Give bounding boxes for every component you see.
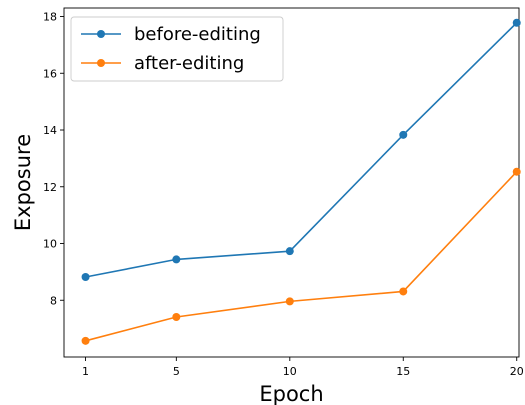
- data-point-before-editing-20: [512, 18, 521, 27]
- y-tick-label-18: 18: [43, 11, 57, 24]
- x-tick-label-1: 1: [82, 365, 89, 378]
- y-tick-label-14: 14: [43, 124, 57, 137]
- legend-label-before-editing: before-editing: [134, 24, 261, 45]
- data-point-before-editing-5: [172, 255, 181, 264]
- y-tick-label-16: 16: [43, 67, 57, 80]
- y-tick-label-10: 10: [43, 238, 57, 251]
- legend-marker-before-editing: [97, 30, 105, 38]
- legend: before-editing after-editing: [70, 16, 284, 82]
- data-point-before-editing-10: [285, 247, 294, 256]
- legend-box: [70, 16, 284, 82]
- x-tick-label-5: 5: [173, 365, 180, 378]
- data-point-before-editing-15: [399, 130, 408, 139]
- data-point-after-editing-15: [399, 287, 408, 296]
- x-tick-label-10: 10: [283, 365, 297, 378]
- data-point-after-editing-20: [512, 167, 521, 176]
- legend-marker-after-editing: [97, 59, 105, 67]
- y-tick-label-8: 8: [50, 294, 57, 307]
- y-tick-label-12: 12: [43, 181, 57, 194]
- data-point-before-editing-1: [81, 272, 90, 281]
- data-point-after-editing-1: [81, 336, 90, 345]
- x-tick-label-15: 15: [396, 365, 410, 378]
- data-point-after-editing-10: [285, 297, 294, 306]
- x-tick-label-20: 20: [510, 365, 524, 378]
- plot-frame: [63, 7, 520, 358]
- x-axis-label: Epoch: [259, 382, 323, 405]
- legend-label-after-editing: after-editing: [134, 53, 244, 74]
- y-axis-label: Exposure: [11, 134, 35, 231]
- data-point-after-editing-5: [172, 312, 181, 321]
